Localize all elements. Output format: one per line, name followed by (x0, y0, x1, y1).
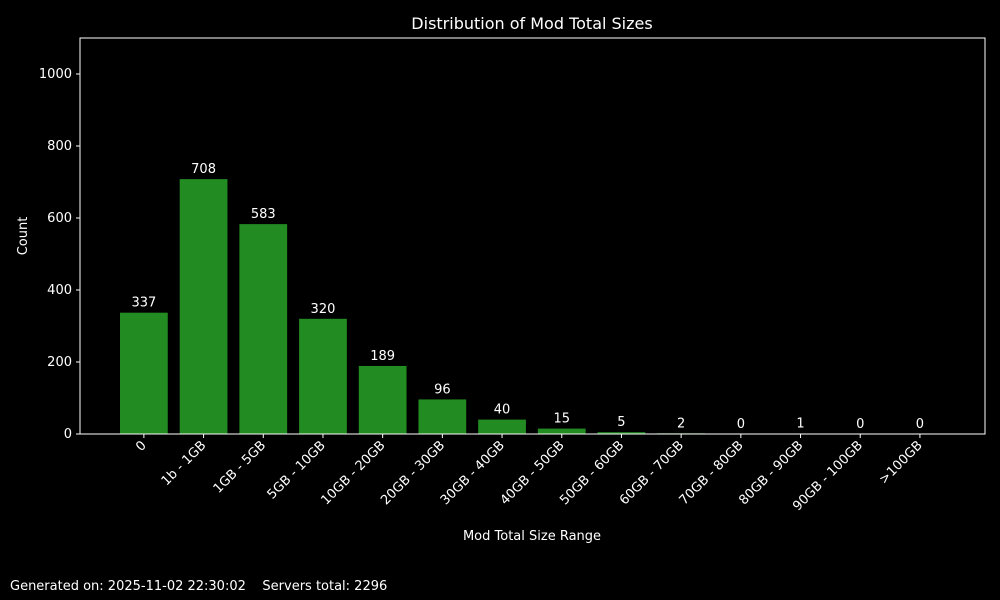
y-tick-label: 200 (47, 355, 72, 370)
bar-value-label: 708 (191, 162, 216, 177)
x-tick-label: 1b - 1GB (159, 438, 210, 489)
y-tick-label: 1000 (39, 67, 72, 82)
bar (299, 318, 347, 434)
bar (358, 365, 407, 434)
bar (119, 312, 168, 434)
servers-total: Servers total: 2296 (262, 579, 388, 594)
bar-value-label: 0 (737, 417, 745, 432)
bar-value-label: 40 (494, 403, 511, 418)
bar (478, 419, 526, 434)
bar-value-label: 583 (251, 207, 276, 222)
x-axis-label: Mod Total Size Range (463, 529, 601, 544)
bar-value-label: 1 (796, 417, 804, 432)
y-tick-label: 600 (47, 211, 72, 226)
bar-value-label: 2 (677, 416, 685, 431)
y-axis-label: Count (16, 217, 31, 256)
bar-value-label: 337 (131, 296, 156, 311)
bar (597, 432, 646, 434)
bar-value-label: 0 (856, 417, 864, 432)
plot-frame (79, 37, 986, 435)
bar (418, 399, 467, 434)
footer: Generated on: 2025-11-02 22:30:02 Server… (10, 579, 387, 594)
x-tick-label: >100GB (876, 438, 925, 487)
y-tick-label: 800 (47, 139, 72, 154)
bar (179, 179, 228, 434)
y-tick-label: 0 (64, 427, 72, 442)
generated-timestamp: Generated on: 2025-11-02 22:30:02 (10, 579, 246, 594)
bar-value-label: 15 (553, 412, 570, 427)
x-tick-label: 5GB - 10GB (265, 438, 329, 502)
bar (537, 428, 586, 434)
bar (239, 224, 288, 434)
x-tick-label: 0 (133, 438, 149, 454)
y-tick-label: 400 (47, 283, 72, 298)
bar-value-label: 0 (916, 417, 924, 432)
bar-value-label: 320 (311, 302, 336, 317)
bar-value-label: 5 (617, 415, 625, 430)
bar-value-label: 189 (370, 349, 395, 364)
x-tick-label: 1GB - 5GB (211, 438, 269, 496)
bar-value-label: 96 (434, 382, 451, 397)
chart-title: Distribution of Mod Total Sizes (411, 14, 652, 33)
